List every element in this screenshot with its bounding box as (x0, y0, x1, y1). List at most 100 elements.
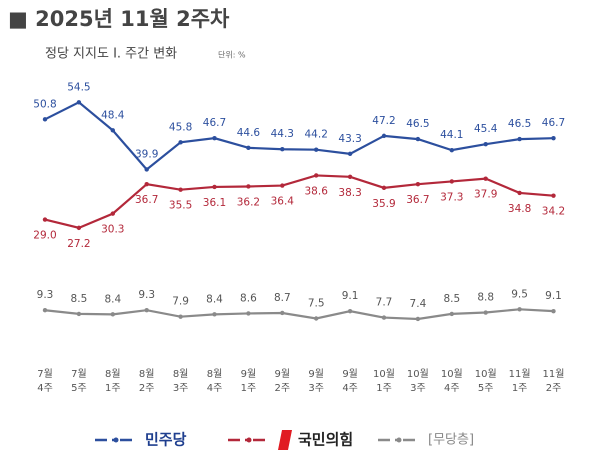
x-tick-label: 8월 1주 (105, 369, 121, 394)
series-line (44, 100, 554, 171)
legend-dot (246, 437, 252, 443)
x-tick-label: 8월 2주 (138, 369, 155, 394)
data-label: 39.9 (135, 148, 158, 160)
x-tick-label: 11월 1주 (508, 369, 531, 394)
data-label: 8.4 (104, 293, 121, 305)
data-point (110, 312, 116, 317)
x-tick-label: 11월 2주 (542, 369, 565, 394)
x-tick-label: 10월 3주 (406, 369, 429, 394)
data-point (144, 181, 149, 187)
data-point (212, 135, 217, 141)
data-point (449, 311, 454, 317)
data-point (551, 193, 556, 198)
data-point (415, 136, 421, 142)
data-point (110, 128, 116, 133)
x-tick-label: 9월 1주 (240, 369, 257, 394)
data-label: 36.1 (203, 197, 226, 209)
data-label: 7.9 (172, 296, 189, 308)
data-point (280, 147, 285, 152)
data-point (144, 308, 149, 313)
data-label: 44.3 (271, 128, 294, 140)
x-tick-label: 10월 4주 (440, 369, 463, 394)
data-point (178, 140, 183, 145)
data-point (381, 315, 387, 320)
data-point (415, 316, 421, 322)
data-label: 36.7 (406, 194, 429, 206)
data-point (246, 145, 251, 151)
chart-subtitle: 정당 지지도 Ⅰ. 주간 변화 (45, 47, 177, 62)
legend-label: 민주당 (145, 431, 187, 449)
data-point (144, 167, 149, 172)
data-point (42, 217, 48, 222)
data-label: 7.7 (376, 297, 393, 309)
x-tick-label: 7월 5주 (71, 369, 87, 394)
data-point (381, 185, 387, 191)
data-point (42, 308, 48, 313)
data-label: 36.4 (271, 196, 295, 208)
data-label: 46.5 (406, 118, 429, 130)
data-label: 9.3 (138, 289, 155, 301)
data-label: 47.2 (372, 115, 395, 127)
data-point (449, 179, 454, 184)
data-label: 8.5 (71, 293, 88, 305)
data-point (314, 147, 319, 152)
unit-label: 단위: % (218, 50, 246, 60)
data-label: 36.2 (237, 196, 260, 208)
data-label: 8.8 (477, 292, 494, 304)
data-label: 45.8 (169, 121, 192, 133)
data-point (347, 151, 353, 157)
legend-dot (396, 437, 402, 443)
data-label: 29.0 (33, 230, 56, 242)
legend-dot (113, 437, 119, 443)
data-point (280, 183, 285, 188)
chart-title: ■ 2025년 11월 2주차 (8, 7, 230, 31)
data-label: 46.7 (203, 117, 226, 129)
data-point (347, 308, 353, 314)
x-tick-label: 9월 3주 (308, 369, 324, 394)
data-point (381, 133, 387, 139)
data-label: 45.4 (474, 123, 498, 135)
data-label: 8.4 (206, 293, 223, 305)
data-label: 54.5 (67, 81, 90, 93)
data-label: 34.8 (508, 203, 531, 215)
legend-label: 국민의힘 (298, 431, 353, 449)
data-point (178, 314, 183, 319)
legend-label: [무당층] (428, 433, 474, 448)
data-label: 8.6 (240, 292, 257, 304)
x-tick-label: 9월 4주 (342, 369, 358, 394)
data-point (110, 211, 116, 216)
data-point (280, 310, 285, 316)
data-label: 7.5 (308, 298, 325, 310)
data-label: 46.7 (542, 117, 565, 129)
data-label: 36.7 (135, 194, 158, 206)
data-label: 43.3 (338, 133, 361, 145)
data-point (551, 135, 556, 141)
x-tick-label: 8월 3주 (172, 369, 189, 394)
series-line (44, 308, 554, 321)
data-label: 8.7 (274, 292, 291, 304)
data-label: 34.2 (542, 206, 565, 218)
data-label: 44.1 (440, 129, 463, 141)
data-point (76, 100, 82, 105)
data-label: 44.2 (305, 129, 328, 141)
data-point (449, 147, 454, 153)
data-point (212, 184, 217, 190)
data-point (517, 190, 522, 196)
data-label: 27.2 (67, 238, 90, 250)
data-label: 38.3 (338, 187, 361, 199)
data-point (483, 141, 488, 147)
data-label: 48.4 (101, 109, 125, 121)
data-point (415, 181, 421, 187)
data-label: 44.6 (237, 127, 261, 139)
data-label: 37.9 (474, 189, 497, 201)
data-point (517, 136, 522, 142)
data-label: 35.5 (169, 200, 192, 212)
data-point (212, 312, 217, 317)
x-tick-label: 10월 1주 (373, 369, 395, 394)
legend-icon (278, 430, 292, 450)
data-label: 8.5 (443, 293, 460, 305)
x-tick-label: 7월 4주 (37, 369, 53, 394)
data-label: 50.8 (33, 98, 56, 110)
data-point (517, 307, 522, 312)
